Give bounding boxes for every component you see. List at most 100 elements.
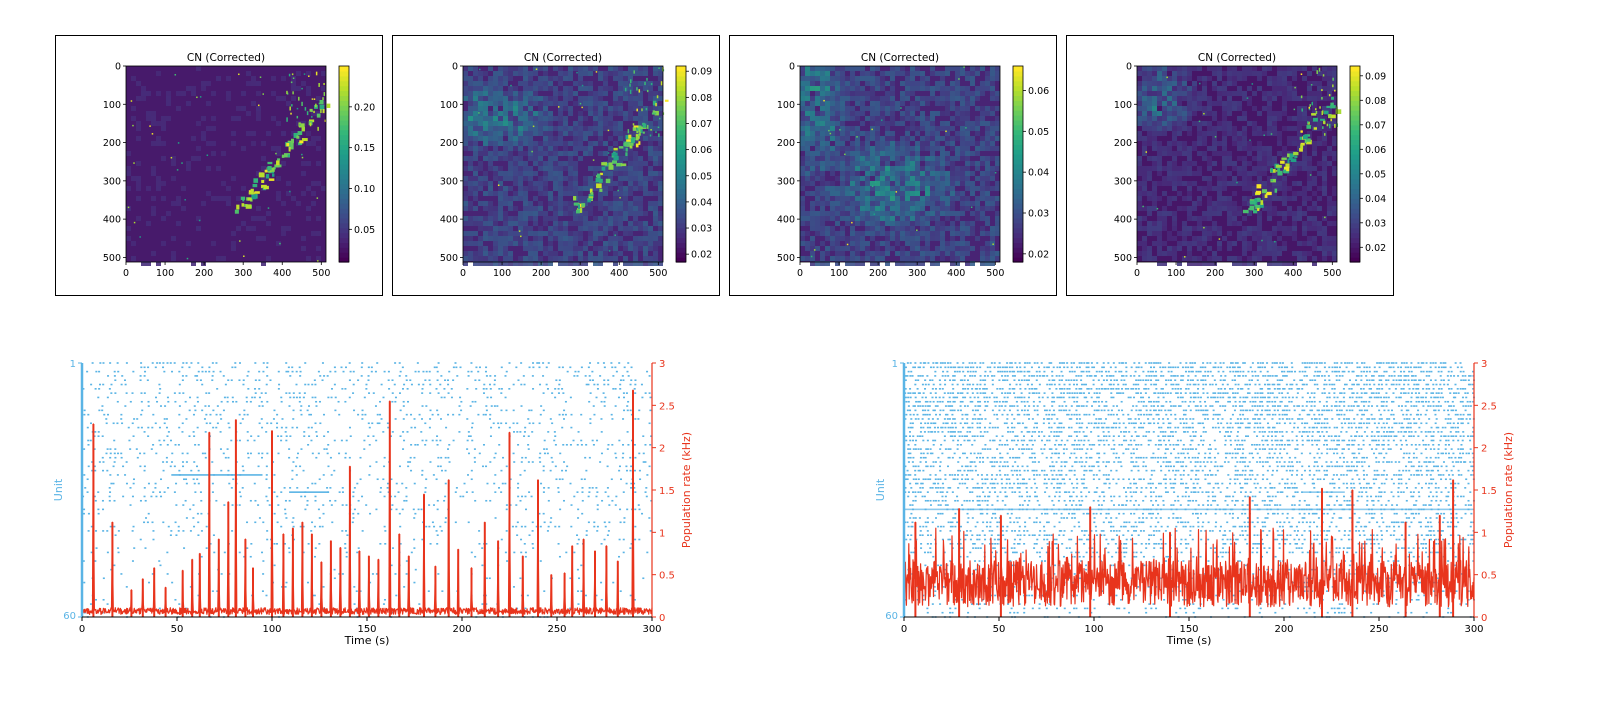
heatmap-cell: [653, 191, 658, 196]
heatmap-cell: [643, 111, 648, 116]
heatmap-cell: [1207, 201, 1212, 206]
heatmap-cell: [1202, 81, 1207, 86]
heatmap-cell: [1197, 106, 1202, 111]
heatmap-cell: [603, 76, 608, 81]
heatmap-cell: [463, 231, 468, 236]
heatmap-cell: [810, 151, 815, 156]
heatmap-cell: [1177, 241, 1182, 246]
heatmap-cell: [855, 196, 860, 201]
heatmap-cell: [800, 236, 805, 241]
heatmap-cell: [127, 206, 130, 209]
heatmap-cell: [1292, 196, 1297, 201]
colorbar-segment: [339, 100, 349, 106]
spike-dot: [125, 362, 128, 364]
colorbar-segment: [676, 124, 686, 131]
heatmap-cell: [900, 231, 905, 236]
spike-dot: [230, 379, 233, 382]
heatmap-cell: [588, 151, 593, 156]
heatmap-cell: [592, 159, 595, 161]
heatmap-cell: [603, 191, 608, 196]
colorbar-segment: [1350, 144, 1360, 150]
heatmap-cell: [563, 101, 568, 106]
heatmap-cell: [805, 146, 810, 151]
heatmap-cell: [940, 176, 945, 181]
heatmap-cell: [493, 111, 498, 116]
heatmap-cell: [1307, 171, 1312, 176]
heatmap-cell: [306, 91, 311, 96]
heatmap-cell: [905, 106, 910, 111]
heatmap-cell: [538, 191, 543, 196]
heatmap-cell: [578, 96, 583, 101]
heatmap-cell: [623, 186, 628, 191]
heatmap-cell: [483, 131, 488, 136]
heatmap-cell: [578, 116, 583, 121]
heatmap-cell: [880, 136, 885, 141]
heatmap-cell: [1167, 176, 1172, 181]
heatmap-cell: [955, 226, 960, 231]
heatmap-cell: [915, 86, 920, 91]
heatmap-cell: [825, 91, 830, 96]
heatmap-cell: [1292, 91, 1297, 96]
heatmap-cell: [171, 176, 176, 181]
heatmap-cell: [578, 71, 583, 76]
heatmap-cell: [473, 126, 478, 131]
heatmap-cell: [1257, 111, 1262, 116]
heatmap-cell: [855, 221, 860, 226]
heatmap-cell: [930, 186, 935, 191]
heatmap-cell: [870, 156, 875, 161]
heatmap-cell: [638, 161, 643, 166]
spike-dot: [289, 375, 292, 377]
spike-dot: [97, 396, 100, 399]
heatmap-cell: [523, 131, 528, 136]
heatmap-cell: [880, 86, 885, 91]
heatmap-cell: [935, 126, 940, 131]
colorbar-segment: [1350, 164, 1360, 170]
heatmap-cell: [281, 76, 286, 81]
heatmap-cell: [548, 231, 553, 236]
heatmap-cell: [548, 201, 553, 206]
heatmap-cell: [538, 246, 543, 251]
heatmap-cell: [543, 101, 548, 106]
heatmap-cell: [900, 261, 905, 266]
heatmap-cell: [1257, 197, 1260, 202]
heatmap-cell: [613, 206, 618, 211]
heatmap-cell: [508, 146, 513, 151]
heatmap-cell: [965, 131, 970, 136]
heatmap-cell: [290, 138, 295, 144]
heatmap-cell: [955, 166, 960, 171]
heatmap-cell: [1237, 231, 1242, 236]
heatmap-cell: [840, 176, 845, 181]
heatmap-cell: [518, 211, 523, 216]
heatmap-cell: [1187, 86, 1192, 91]
heatmap-cell: [1267, 186, 1272, 191]
heatmap-cell: [1157, 121, 1162, 126]
heatmap-cell: [890, 246, 895, 251]
heatmap-cell: [313, 98, 316, 100]
heatmap-cell: [618, 156, 623, 161]
heatmap-cell: [1197, 226, 1202, 231]
heatmap-cell: [1262, 156, 1267, 161]
heatmap-cell: [256, 116, 261, 121]
heatmap-cell: [955, 81, 960, 86]
heatmap-cell: [306, 111, 309, 116]
heatmap-cell: [950, 176, 955, 181]
heatmap-cell: [1232, 71, 1237, 76]
heatmap-cell: [528, 131, 533, 136]
heatmap-cell: [628, 221, 633, 226]
heatmap-cell: [513, 121, 518, 126]
spike-dot: [380, 383, 383, 386]
heatmap-cell: [613, 126, 618, 131]
heatmap-cell: [523, 66, 528, 71]
heatmap-cell: [835, 201, 840, 206]
heatmap-cell: [850, 186, 855, 191]
heatmap-cell: [995, 156, 1000, 161]
heatmap-cell: [503, 156, 508, 161]
heatmap-cell: [588, 146, 593, 151]
heatmap-cell: [583, 206, 588, 211]
heatmap-cell: [478, 226, 483, 231]
heatmap-cell: [1142, 151, 1147, 156]
heatmap-cell: [578, 196, 583, 201]
heatmap-cell: [583, 186, 588, 191]
x-tick-label: 100: [830, 268, 848, 279]
heatmap-cell: [483, 106, 488, 111]
